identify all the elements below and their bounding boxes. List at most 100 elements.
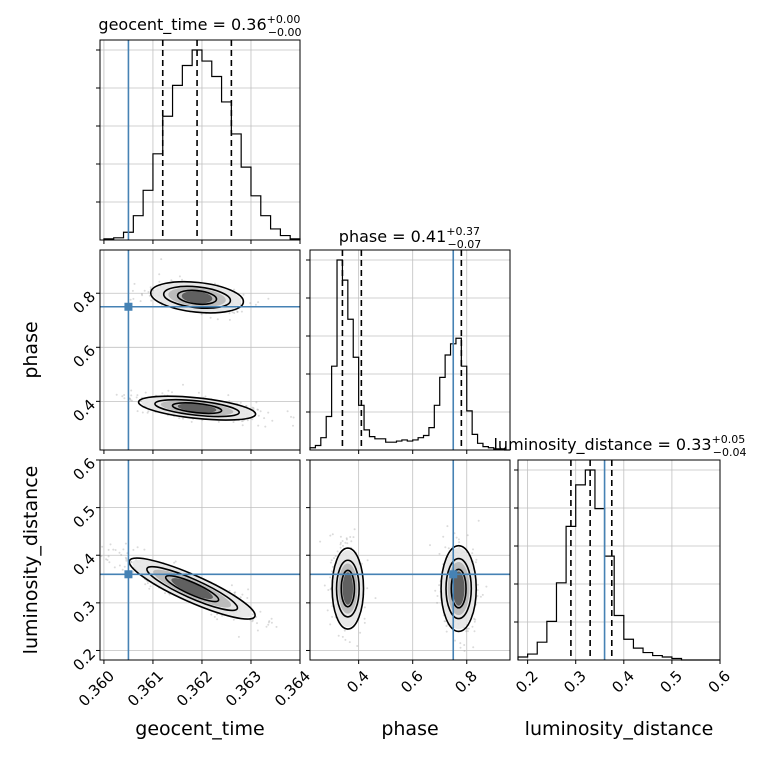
y-tick-label-phase: 0.8 bbox=[69, 288, 99, 318]
scatter-point bbox=[329, 588, 332, 591]
scatter-point bbox=[459, 646, 462, 649]
scatter-point bbox=[109, 543, 112, 546]
scatter-point bbox=[213, 282, 216, 285]
scatter-point bbox=[343, 629, 346, 632]
scatter-point bbox=[473, 620, 476, 623]
scatter-point bbox=[170, 279, 173, 282]
scatter-point bbox=[204, 395, 207, 398]
scatter-point bbox=[339, 546, 342, 549]
x-tick-label-luminosity_distance: 0.6 bbox=[705, 667, 735, 697]
scatter-point bbox=[150, 299, 153, 302]
scatter-point bbox=[331, 533, 334, 536]
scatter-point bbox=[216, 318, 219, 321]
y-tick-label-luminosity_distance: 0.3 bbox=[69, 597, 99, 627]
scatter-point bbox=[124, 542, 127, 545]
scatter-point bbox=[246, 419, 249, 422]
scatter-point bbox=[252, 407, 255, 410]
scatter-point bbox=[366, 559, 369, 562]
scatter-point bbox=[107, 555, 110, 558]
scatter-point bbox=[240, 310, 243, 313]
panel-phase-vs-geocent-time bbox=[96, 249, 301, 454]
scatter-point bbox=[125, 559, 128, 562]
scatter-point bbox=[149, 585, 152, 588]
scatter-point bbox=[254, 303, 257, 306]
x-axis-label-phase: phase bbox=[381, 718, 438, 740]
scatter-point bbox=[442, 535, 445, 538]
scatter-point bbox=[444, 546, 447, 549]
scatter-point bbox=[264, 425, 267, 428]
scatter-point bbox=[336, 550, 339, 553]
contour-line bbox=[340, 569, 356, 608]
scatter-point bbox=[267, 621, 270, 624]
scatter-point bbox=[344, 638, 347, 641]
scatter-point bbox=[228, 400, 231, 402]
scatter-point bbox=[329, 561, 332, 564]
scatter-point bbox=[247, 588, 250, 591]
scatter-point bbox=[233, 312, 236, 314]
scatter-point bbox=[231, 311, 234, 314]
scatter-point bbox=[476, 589, 479, 592]
scatter-point bbox=[255, 401, 258, 404]
scatter-point bbox=[158, 273, 161, 276]
panel-frame bbox=[99, 459, 301, 661]
scatter-point bbox=[323, 584, 326, 587]
scatter-point bbox=[329, 623, 332, 626]
panel-phase-hist bbox=[306, 249, 511, 454]
scatter-point bbox=[210, 613, 213, 616]
scatter-point bbox=[459, 642, 462, 645]
scatter-point bbox=[292, 416, 295, 419]
scatter-point bbox=[132, 570, 135, 573]
scatter-point bbox=[125, 558, 128, 560]
scatter-point bbox=[160, 258, 163, 261]
scatter-point bbox=[257, 424, 260, 427]
scatter-point bbox=[346, 542, 349, 545]
scatter-point bbox=[345, 537, 348, 540]
scatter-point bbox=[434, 589, 437, 592]
scatter-point bbox=[337, 634, 340, 637]
scatter-point bbox=[232, 618, 235, 621]
scatter-point bbox=[466, 534, 469, 537]
scatter-point bbox=[352, 536, 355, 539]
scatter-point bbox=[353, 528, 356, 531]
scatter-point bbox=[341, 540, 344, 542]
x-tick-label-geocent_time: 0.362 bbox=[173, 667, 216, 710]
scatter-point bbox=[228, 312, 231, 315]
scatter-point bbox=[251, 620, 254, 623]
scatter-point bbox=[133, 282, 136, 285]
scatter-point bbox=[463, 644, 466, 646]
scatter-point bbox=[436, 595, 439, 597]
scatter-point bbox=[348, 641, 351, 644]
scatter-point bbox=[167, 389, 170, 392]
scatter-point bbox=[319, 540, 322, 543]
scatter-point bbox=[140, 293, 143, 295]
scatter-point bbox=[270, 621, 273, 624]
truth-marker bbox=[124, 570, 133, 579]
scatter-point bbox=[327, 589, 330, 591]
scatter-point bbox=[445, 625, 448, 627]
scatter-point bbox=[476, 595, 479, 597]
scatter-point bbox=[121, 568, 124, 571]
scatter-point bbox=[115, 393, 118, 396]
scatter-point bbox=[466, 627, 468, 630]
scatter-point bbox=[471, 552, 474, 555]
y-tick-label-phase: 0.4 bbox=[69, 396, 99, 426]
scatter-point bbox=[221, 614, 224, 617]
scatter-point bbox=[443, 620, 446, 623]
scatter-point bbox=[245, 405, 248, 407]
scatter-point bbox=[479, 595, 482, 598]
contour-line bbox=[149, 280, 245, 314]
scatter-point bbox=[118, 551, 121, 554]
scatter-point bbox=[136, 394, 139, 397]
scatter-point bbox=[471, 625, 474, 628]
scatter-point bbox=[241, 593, 244, 596]
scatter-point bbox=[473, 617, 476, 620]
scatter-point bbox=[326, 609, 329, 612]
scatter-point bbox=[454, 639, 456, 642]
scatter-point bbox=[129, 298, 132, 301]
scatter-point bbox=[360, 562, 363, 565]
scatter-point bbox=[339, 541, 342, 544]
scatter-point bbox=[251, 406, 254, 409]
scatter-point bbox=[350, 540, 353, 543]
scatter-point bbox=[112, 548, 115, 551]
